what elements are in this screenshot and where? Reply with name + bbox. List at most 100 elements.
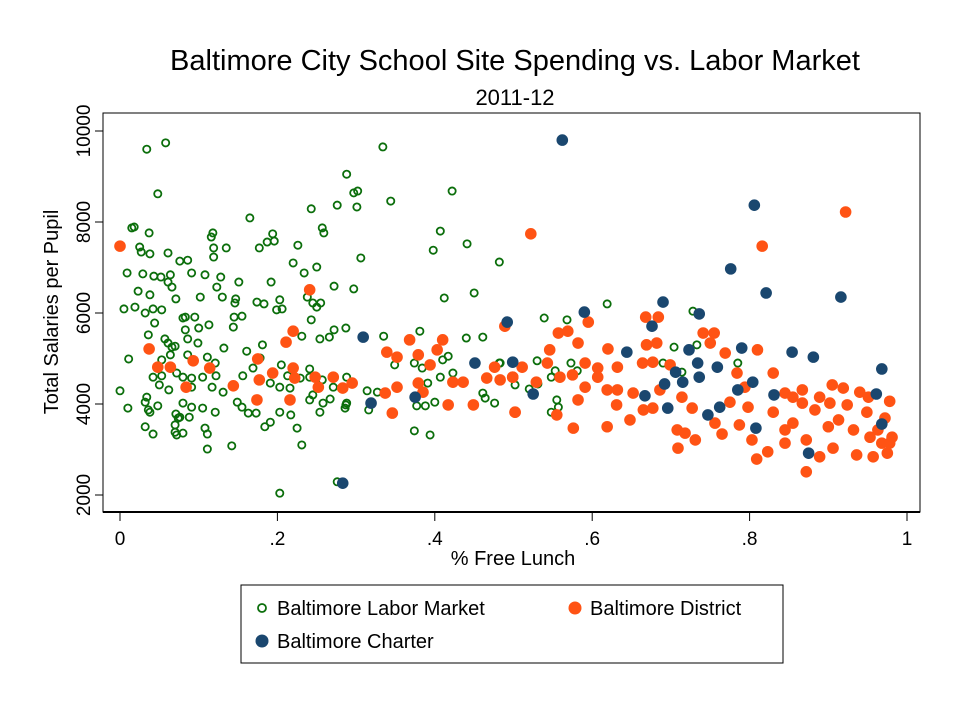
data-point	[164, 361, 177, 373]
data-point	[341, 400, 351, 410]
data-point	[719, 347, 732, 359]
data-point	[438, 355, 448, 365]
data-point	[157, 371, 167, 381]
data-point	[627, 387, 639, 399]
data-point	[287, 362, 299, 374]
data-point	[153, 189, 163, 199]
data-point	[709, 417, 721, 429]
data-point	[716, 428, 728, 440]
data-point	[424, 359, 436, 371]
data-point	[276, 360, 286, 370]
data-point	[202, 429, 212, 439]
data-point	[835, 291, 847, 303]
data-point	[275, 382, 285, 392]
data-point	[391, 381, 403, 393]
data-point	[601, 420, 613, 433]
data-point	[439, 293, 449, 303]
data-point	[318, 398, 328, 408]
x-tick-label: .8	[742, 529, 758, 550]
data-point	[847, 424, 860, 436]
data-point	[198, 372, 208, 382]
data-point	[742, 401, 754, 413]
data-point	[602, 299, 612, 309]
data-point	[867, 450, 879, 463]
data-point	[170, 341, 180, 351]
data-point	[853, 386, 866, 398]
data-point	[221, 243, 231, 253]
data-point	[341, 323, 351, 333]
data-point	[636, 357, 649, 369]
data-point	[305, 364, 315, 374]
data-point	[711, 361, 724, 373]
data-point	[532, 356, 542, 366]
data-point	[212, 282, 222, 292]
data-point	[435, 372, 445, 382]
data-point	[708, 327, 720, 339]
data-point	[198, 403, 208, 413]
data-point	[567, 422, 580, 434]
data-point	[329, 281, 339, 291]
data-point	[184, 412, 194, 422]
data-point	[297, 331, 307, 341]
data-point	[349, 284, 359, 294]
data-point	[227, 380, 240, 392]
data-point	[164, 385, 174, 395]
data-point	[151, 361, 164, 373]
data-point	[420, 401, 430, 411]
data-point	[391, 351, 403, 363]
data-point	[787, 391, 799, 403]
data-point	[353, 186, 363, 196]
data-point	[248, 363, 258, 373]
data-point	[178, 398, 188, 408]
data-point	[275, 488, 285, 498]
data-point	[679, 427, 691, 439]
data-point	[202, 444, 212, 454]
data-point	[415, 326, 425, 336]
data-point	[639, 311, 652, 323]
data-point	[509, 406, 521, 418]
data-point	[669, 366, 682, 378]
data-point	[167, 282, 177, 292]
data-point	[231, 294, 241, 304]
data-point	[731, 367, 743, 379]
data-point	[412, 377, 425, 389]
legend-box	[240, 584, 784, 664]
data-point	[779, 437, 791, 449]
data-point	[327, 371, 340, 383]
data-point	[850, 449, 863, 461]
data-point	[148, 304, 158, 314]
data-point	[180, 325, 190, 335]
data-point	[442, 399, 454, 411]
data-point	[767, 406, 780, 418]
series-baltimore-district	[114, 206, 898, 478]
data-point	[756, 240, 768, 252]
data-point	[457, 376, 469, 388]
data-point	[319, 228, 329, 238]
data-point	[566, 358, 576, 368]
data-point	[601, 384, 613, 396]
data-point	[562, 325, 574, 338]
data-point	[490, 398, 500, 408]
data-point	[530, 376, 543, 388]
data-point	[204, 320, 214, 330]
data-point	[572, 337, 584, 349]
data-point	[265, 378, 275, 388]
data-point	[676, 391, 688, 403]
data-point	[336, 477, 349, 489]
data-point	[287, 325, 299, 338]
data-point	[190, 312, 200, 322]
data-point	[145, 249, 155, 259]
data-point	[768, 389, 780, 401]
data-point	[219, 343, 229, 353]
data-point	[153, 401, 163, 411]
data-point	[435, 226, 445, 236]
data-point	[864, 431, 876, 444]
data-point	[461, 333, 471, 343]
data-point	[689, 434, 702, 446]
data-point	[826, 379, 839, 391]
data-point	[827, 442, 839, 454]
data-point	[178, 428, 188, 438]
data-point	[172, 368, 182, 378]
x-axis-label: % Free Lunch	[451, 548, 576, 570]
